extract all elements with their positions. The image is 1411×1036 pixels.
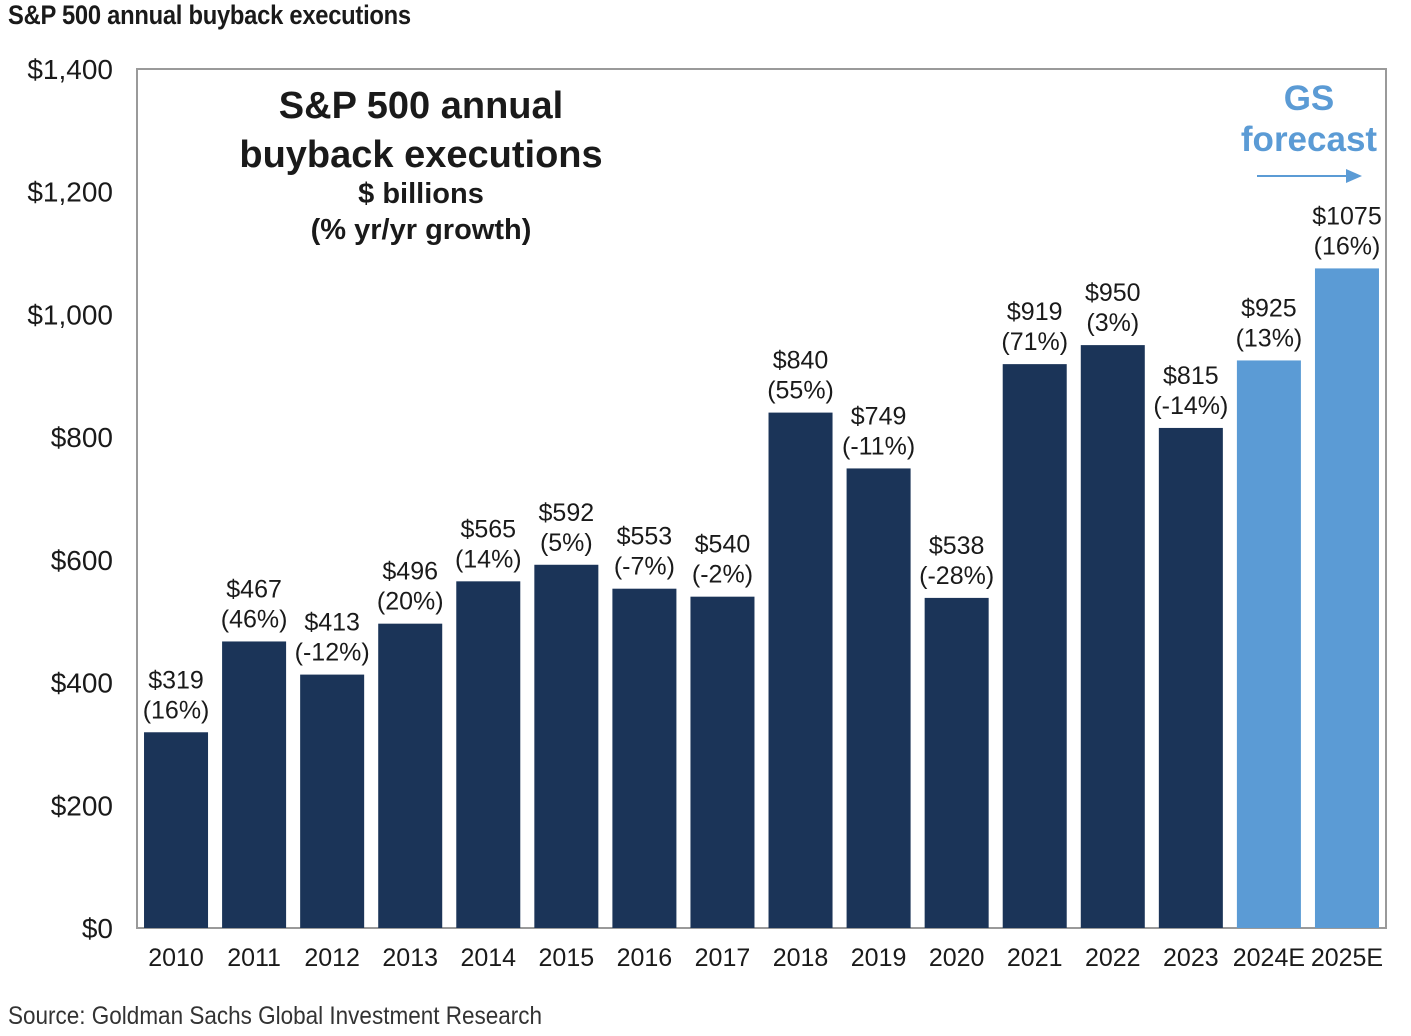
bars: $319(16%)$467(46%) $413(-12%)$496(20%)$56… — [143, 202, 1382, 929]
bar-growth-label: (-2%) — [692, 561, 753, 589]
bar-value-label: $538 — [929, 532, 985, 560]
bar — [768, 412, 833, 929]
chart-title: S&P 500 annual buyback executions $ bill… — [239, 85, 602, 246]
x-tick-label: 2025E — [1311, 944, 1383, 972]
x-tick-label: 2010 — [148, 944, 204, 972]
bar-value-label: $467 — [226, 575, 282, 603]
x-tick-label: 2017 — [695, 944, 751, 972]
bar-value-label: $815 — [1163, 362, 1219, 390]
chart-subtitle-line-1: $ billions — [358, 178, 484, 210]
forecast-arrow-head-icon — [1346, 169, 1362, 183]
bar-growth-label: (14%) — [455, 545, 522, 573]
plot-frame — [136, 68, 1387, 929]
bar — [378, 623, 443, 928]
bar-value-label: $749 — [851, 402, 907, 430]
x-tick-label: 2019 — [851, 944, 907, 972]
bar-value-label: $565 — [460, 515, 516, 543]
bar-value-label: $592 — [539, 499, 595, 527]
bar — [1236, 360, 1301, 929]
bar-value-label: $540 — [695, 531, 751, 559]
bar — [612, 588, 677, 928]
forecast-label-line-1: GS — [1284, 79, 1335, 118]
bar — [1158, 427, 1223, 928]
bar-value-label: $950 — [1085, 279, 1141, 307]
bar — [456, 581, 521, 928]
x-tick-label: 2015 — [539, 944, 595, 972]
chart-subtitle-line-2: (% yr/yr growth) — [311, 214, 532, 246]
bar-growth-label: (-11%) — [842, 432, 915, 460]
bar-growth-label: (5%) — [540, 529, 593, 557]
bar-value-label: $925 — [1241, 294, 1297, 322]
x-tick-label: 2011 — [227, 944, 281, 972]
bar-growth-label: (16%) — [1314, 232, 1381, 260]
y-tick-label: $400 — [51, 668, 113, 699]
bar-growth-label: (-12%) — [295, 639, 370, 667]
bar-chart: $0 $200 $400 $600 $800 $1,000 $1,200 $1,400 $31… — [27, 54, 1387, 972]
bar — [222, 641, 287, 928]
forecast-annotation: GS forecast — [1241, 79, 1378, 183]
forecast-label-line-2: forecast — [1241, 120, 1378, 159]
bar-value-label: $840 — [773, 347, 829, 375]
bar-growth-label: (55%) — [767, 377, 834, 405]
bar-growth-label: (16%) — [143, 696, 210, 724]
bar-growth-label: (-7%) — [614, 553, 675, 581]
x-axis: 2010 2011 2012 2013 2014 2015 2016 2017 2018 2019… — [148, 944, 1383, 972]
bar-value-label: $919 — [1007, 298, 1063, 326]
y-tick-label: $1,400 — [27, 54, 113, 85]
y-axis: $0 $200 $400 $600 $800 $1,000 $1,200 $1,400 — [27, 54, 113, 944]
x-tick-label: 2016 — [617, 944, 673, 972]
bar-growth-label: (20%) — [377, 588, 444, 616]
page-title: S&P 500 annual buyback executions — [8, 0, 411, 30]
x-tick-label: 2020 — [929, 944, 985, 972]
source-note: Source: Goldman Sachs Global Investment … — [8, 1002, 543, 1030]
bar-value-label: $496 — [382, 558, 438, 586]
bar-growth-label: (-28%) — [919, 562, 994, 590]
x-tick-label: 2012 — [304, 944, 360, 972]
chart-title-line-2: buyback executions — [239, 134, 602, 176]
bar — [924, 597, 989, 928]
bar — [534, 564, 599, 928]
y-tick-label: $200 — [51, 790, 113, 821]
bar-growth-label: (13%) — [1236, 324, 1303, 352]
bar — [1002, 364, 1067, 928]
bar-value-label: $1075 — [1312, 202, 1382, 230]
bar-growth-label: (71%) — [1001, 328, 1068, 356]
bar — [846, 468, 911, 928]
y-tick-label: $1,200 — [27, 177, 113, 208]
bar-growth-label: (-14%) — [1153, 392, 1228, 420]
x-tick-label: 2021 — [1007, 944, 1063, 972]
x-tick-label: 2014 — [460, 944, 516, 972]
bar-growth-label: (3%) — [1086, 309, 1139, 337]
x-tick-label: 2018 — [773, 944, 829, 972]
y-tick-label: $0 — [82, 913, 113, 944]
x-tick-label: 2022 — [1085, 944, 1141, 972]
x-tick-label: 2013 — [382, 944, 438, 972]
chart-title-line-1: S&P 500 annual — [279, 85, 563, 127]
bar — [1080, 345, 1145, 928]
x-tick-label: 2023 — [1163, 944, 1219, 972]
bar-value-label: $413 — [304, 609, 360, 637]
y-tick-label: $600 — [51, 545, 113, 576]
y-tick-label: $800 — [51, 422, 113, 453]
y-tick-label: $1,000 — [27, 299, 113, 330]
bar — [300, 674, 365, 928]
bar — [144, 732, 209, 928]
x-tick-label: 2024E — [1233, 944, 1305, 972]
bar-value-label: $319 — [148, 666, 204, 694]
bar — [690, 596, 755, 928]
bar-growth-label: (46%) — [221, 605, 288, 633]
bar-value-label: $553 — [617, 523, 673, 551]
bar — [1314, 268, 1379, 928]
